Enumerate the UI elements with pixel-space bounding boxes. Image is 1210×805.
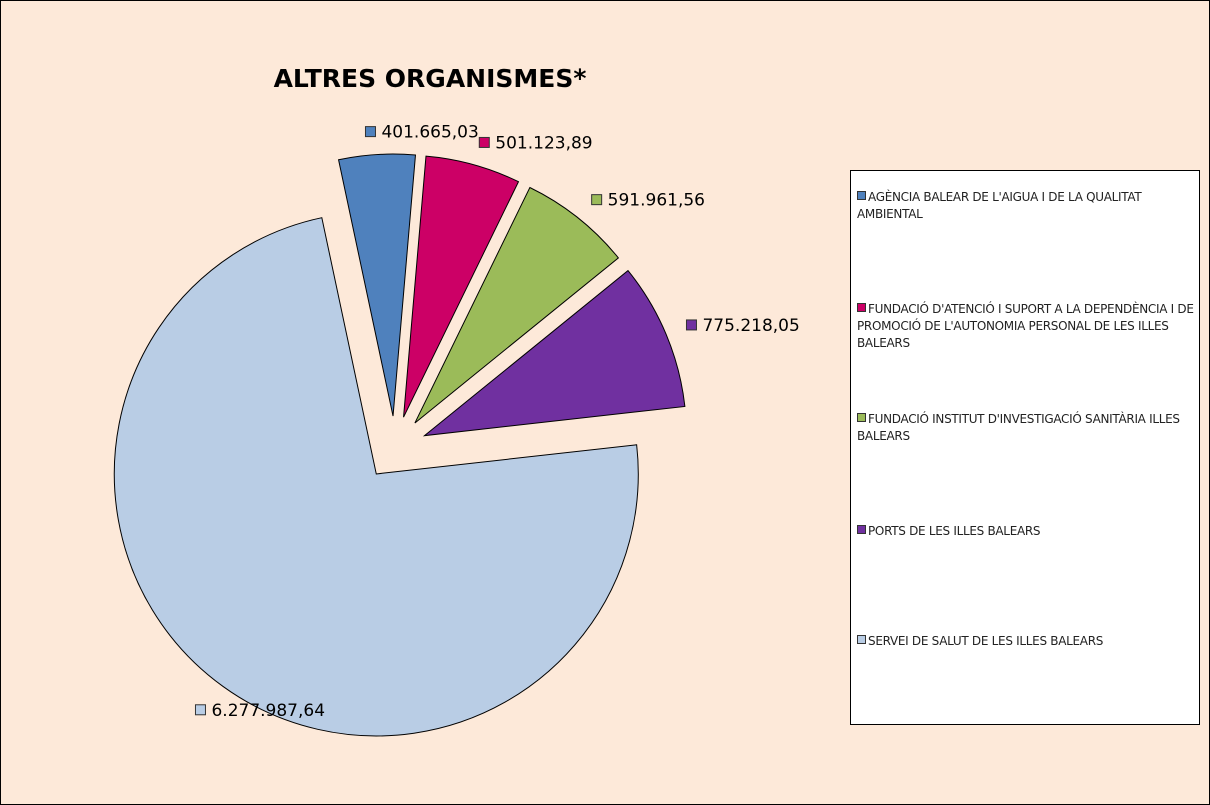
legend-swatch [857,635,866,644]
data-label-swatch [194,704,206,716]
pie-slice [403,155,520,418]
data-label-swatch [364,126,376,138]
pie-slice [113,217,639,737]
legend-label: FUNDACIÓ D'ATENCIÓ I SUPORT A LA DEPENDÈ… [857,302,1194,350]
pie-slice [414,186,620,424]
legend-swatch [857,303,866,312]
pie-slice [422,269,686,437]
data-label: 501.123,89 [495,133,592,153]
legend-swatch [857,191,866,200]
pie-slice [337,153,417,417]
legend-swatch [857,413,866,422]
legend-label: SERVEI DE SALUT DE LES ILLES BALEARS [868,634,1104,648]
legend-entry: FUNDACIÓ D'ATENCIÓ I SUPORT A LA DEPENDÈ… [857,301,1197,352]
data-label-swatch [478,136,490,148]
data-label: 6.277.987,64 [211,701,325,721]
legend-entry: SERVEI DE SALUT DE LES ILLES BALEARS [857,633,1197,650]
legend-entry: FUNDACIÓ INSTITUT D'INVESTIGACIÓ SANITÀR… [857,411,1197,445]
data-label: 775.218,05 [702,316,799,336]
legend-label: AGÈNCIA BALEAR DE L'AIGUA I DE LA QUALIT… [857,190,1142,221]
data-label-swatch [685,319,697,331]
chart-title: ALTRES ORGANISMES* [274,64,587,93]
data-label: 401.665,03 [381,123,478,143]
legend-entry: AGÈNCIA BALEAR DE L'AIGUA I DE LA QUALIT… [857,189,1197,223]
data-label: 591.961,56 [608,191,705,211]
legend-label: FUNDACIÓ INSTITUT D'INVESTIGACIÓ SANITÀR… [857,412,1180,443]
data-label-swatch [591,194,603,206]
legend-swatch [857,525,866,534]
legend-label: PORTS DE LES ILLES BALEARS [868,524,1041,538]
legend-entry: PORTS DE LES ILLES BALEARS [857,523,1197,540]
legend: AGÈNCIA BALEAR DE L'AIGUA I DE LA QUALIT… [850,170,1200,725]
